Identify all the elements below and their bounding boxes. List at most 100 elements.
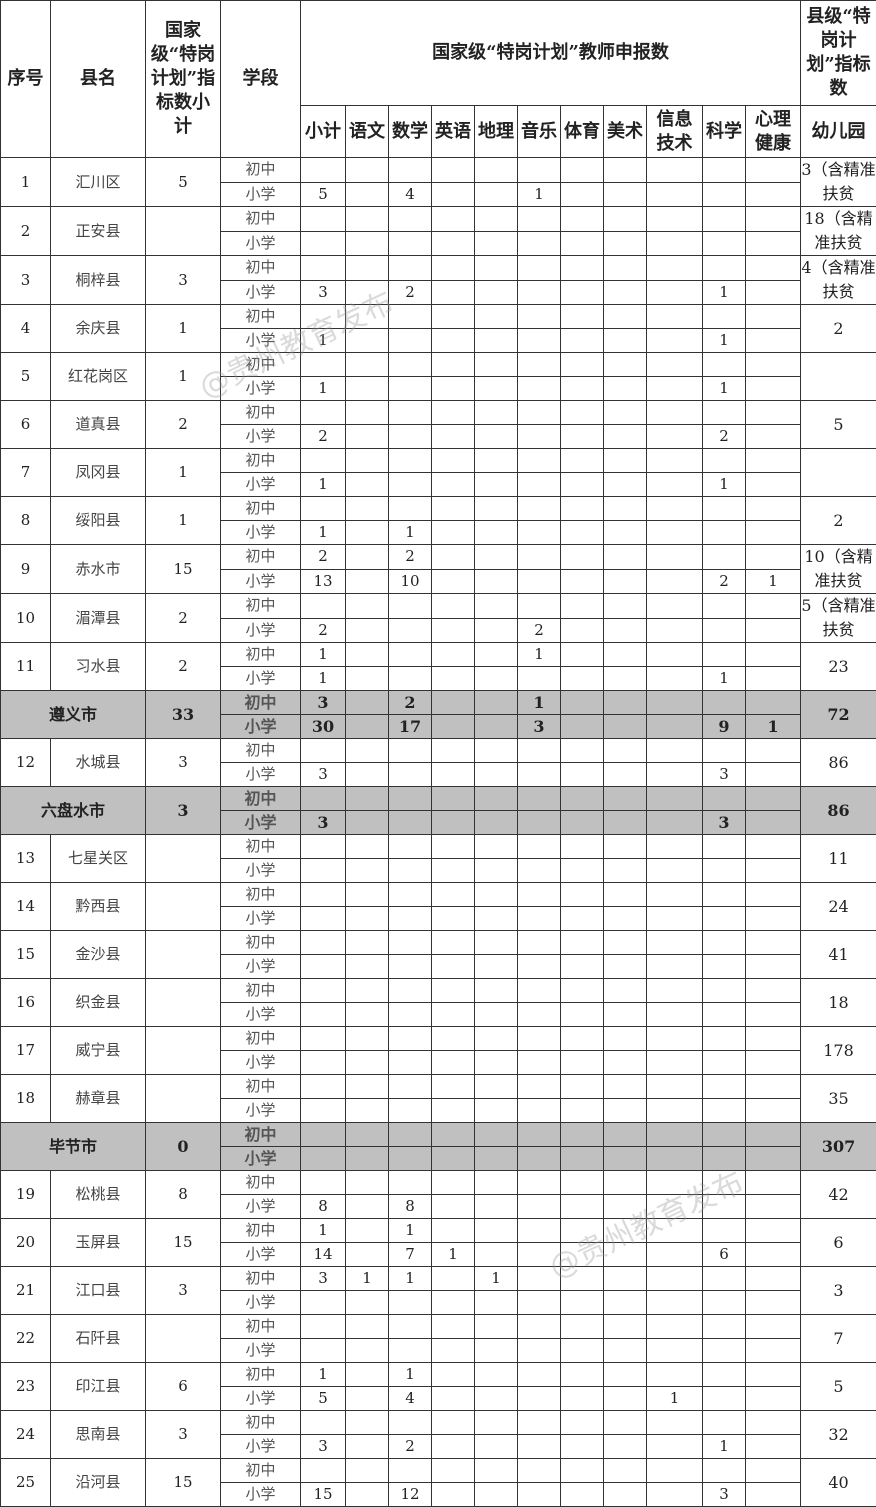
count-cell [389, 1459, 432, 1483]
count-cell [746, 425, 801, 449]
count-cell [604, 207, 647, 232]
stage-cell: 初中 [221, 1171, 301, 1195]
count-cell: 2 [389, 1435, 432, 1459]
count-cell [301, 231, 346, 256]
count-cell [604, 1075, 647, 1099]
stage-cell: 初中 [221, 931, 301, 955]
stage-cell: 初中 [221, 1459, 301, 1483]
count-cell [432, 1459, 475, 1483]
count-cell [432, 931, 475, 955]
stage-cell: 小学 [221, 907, 301, 931]
count-cell [389, 1027, 432, 1051]
stage-cell: 初中 [221, 1411, 301, 1435]
row-seq: 18 [1, 1075, 51, 1123]
count-cell [301, 1051, 346, 1075]
stage-cell: 小学 [221, 231, 301, 256]
count-cell [432, 979, 475, 1003]
count-cell [475, 497, 518, 521]
count-cell [389, 207, 432, 232]
count-cell: 7 [389, 1243, 432, 1267]
stage-cell: 小学 [221, 1435, 301, 1459]
count-cell [475, 883, 518, 907]
count-cell [746, 305, 801, 329]
count-cell [301, 158, 346, 183]
count-cell [604, 835, 647, 859]
count-cell [346, 1483, 389, 1507]
quota-cell: 2 [146, 643, 221, 691]
count-cell [703, 907, 746, 931]
count-cell [746, 835, 801, 859]
kindergarten-cell: 11 [801, 835, 876, 883]
count-cell [432, 1027, 475, 1051]
quota-cell: 3 [146, 739, 221, 787]
stage-cell: 小学 [221, 569, 301, 594]
count-cell [518, 353, 561, 377]
count-cell [346, 643, 389, 667]
count-cell [346, 594, 389, 619]
count-cell [561, 207, 604, 232]
count-cell [703, 1147, 746, 1171]
count-cell [647, 1219, 703, 1243]
count-cell [346, 231, 389, 256]
count-cell [647, 1363, 703, 1387]
count-cell [346, 691, 389, 715]
count-cell [518, 1315, 561, 1339]
count-cell [703, 1075, 746, 1099]
stage-cell: 初中 [221, 1363, 301, 1387]
count-cell [475, 1075, 518, 1099]
count-cell [647, 691, 703, 715]
count-cell: 1 [301, 521, 346, 545]
stage-cell: 初中 [221, 353, 301, 377]
count-cell [432, 1339, 475, 1363]
count-cell [389, 305, 432, 329]
count-cell [647, 1123, 703, 1147]
count-cell [604, 182, 647, 207]
header-subject: 英语 [432, 106, 475, 158]
count-cell [432, 1003, 475, 1027]
count-cell [561, 618, 604, 643]
count-cell [647, 1075, 703, 1099]
count-cell [647, 1435, 703, 1459]
header-subject: 心理健康 [746, 106, 801, 158]
count-cell: 3 [703, 763, 746, 787]
count-cell [604, 643, 647, 667]
county-name: 威宁县 [51, 1027, 146, 1075]
stage-cell: 初中 [221, 594, 301, 619]
count-cell [475, 182, 518, 207]
count-cell [561, 739, 604, 763]
count-cell [561, 1483, 604, 1507]
row-seq: 20 [1, 1219, 51, 1267]
count-cell [301, 1459, 346, 1483]
count-cell [432, 1171, 475, 1195]
count-cell [746, 859, 801, 883]
count-cell [475, 425, 518, 449]
kindergarten-cell: 24 [801, 883, 876, 931]
count-cell [475, 401, 518, 425]
count-cell: 1 [703, 377, 746, 401]
stage-cell: 小学 [221, 715, 301, 739]
count-cell [432, 955, 475, 979]
count-cell [301, 256, 346, 281]
count-cell [746, 787, 801, 811]
count-cell [604, 377, 647, 401]
count-cell [604, 1147, 647, 1171]
quota-cell [146, 883, 221, 931]
count-cell: 1 [301, 643, 346, 667]
count-cell [604, 1315, 647, 1339]
kindergarten-cell: 2 [801, 305, 876, 353]
count-cell [647, 231, 703, 256]
count-cell [647, 739, 703, 763]
count-cell [475, 158, 518, 183]
count-cell [746, 1459, 801, 1483]
stage-cell: 初中 [221, 305, 301, 329]
count-cell [432, 280, 475, 305]
stage-cell: 小学 [221, 1483, 301, 1507]
count-cell [475, 1387, 518, 1411]
stage-cell: 小学 [221, 667, 301, 691]
count-cell [518, 1363, 561, 1387]
